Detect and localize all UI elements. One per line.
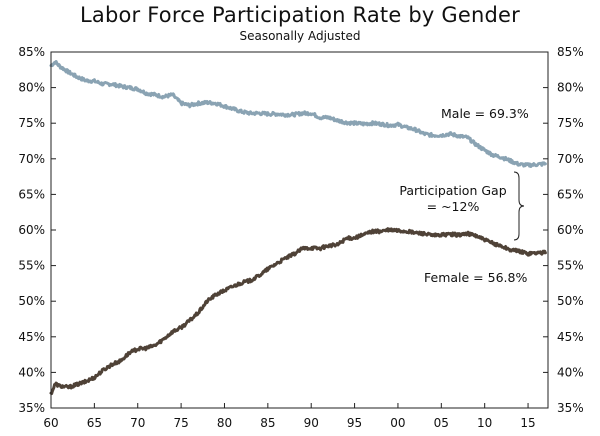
gap-brace: [513, 171, 525, 241]
series-line-male: [49, 60, 547, 168]
y-tick-label-right: 65%: [557, 187, 584, 201]
gap-label-line2: = ~12%: [427, 199, 480, 214]
y-tick-label-left: 65%: [18, 187, 45, 201]
y-tick-label-right: 80%: [557, 81, 584, 95]
x-tick-label: 60: [43, 416, 58, 430]
y-tick-label-left: 60%: [18, 223, 45, 237]
y-tick-label-right: 35%: [557, 401, 584, 415]
ticks-layer: 35% 35% 40% 40% 45% 45% 50% 50% 55% 55% 60% 60% 65% 6…: [18, 45, 583, 430]
series-line-female: [49, 227, 547, 395]
x-tick-label: 90: [304, 416, 319, 430]
series-layer: [49, 60, 547, 395]
x-tick-label: 75: [173, 416, 188, 430]
y-tick-label-right: 75%: [557, 116, 584, 130]
y-tick-label-right: 70%: [557, 152, 584, 166]
x-tick-label: 95: [347, 416, 362, 430]
female-series-label: Female = 56.8%: [424, 270, 527, 285]
x-tick-label: 65: [87, 416, 102, 430]
x-tick-label: 00: [390, 416, 405, 430]
y-tick-label-right: 60%: [557, 223, 584, 237]
y-tick-label-left: 70%: [18, 152, 45, 166]
y-tick-label-right: 40%: [557, 365, 584, 379]
gap-label-line1: Participation Gap: [399, 183, 506, 198]
y-tick-label-right: 45%: [557, 330, 584, 344]
y-tick-label-left: 80%: [18, 81, 45, 95]
chart-title: Labor Force Participation Rate by Gender: [80, 3, 520, 27]
y-tick-label-right: 50%: [557, 294, 584, 308]
y-tick-label-left: 55%: [18, 259, 45, 273]
male-series-label: Male = 69.3%: [441, 106, 529, 121]
x-tick-label: 15: [520, 416, 535, 430]
x-tick-label: 85: [260, 416, 275, 430]
y-tick-label-right: 55%: [557, 259, 584, 273]
x-tick-label: 80: [217, 416, 232, 430]
y-tick-label-left: 85%: [18, 45, 45, 59]
x-tick-label: 10: [477, 416, 492, 430]
x-tick-label: 70: [130, 416, 145, 430]
y-tick-label-left: 75%: [18, 116, 45, 130]
y-tick-label-left: 50%: [18, 294, 45, 308]
y-tick-label-left: 35%: [18, 401, 45, 415]
x-tick-label: 05: [434, 416, 449, 430]
y-tick-label-right: 85%: [557, 45, 584, 59]
y-tick-label-left: 45%: [18, 330, 45, 344]
chart-subtitle: Seasonally Adjusted: [239, 29, 361, 43]
y-tick-label-left: 40%: [18, 365, 45, 379]
